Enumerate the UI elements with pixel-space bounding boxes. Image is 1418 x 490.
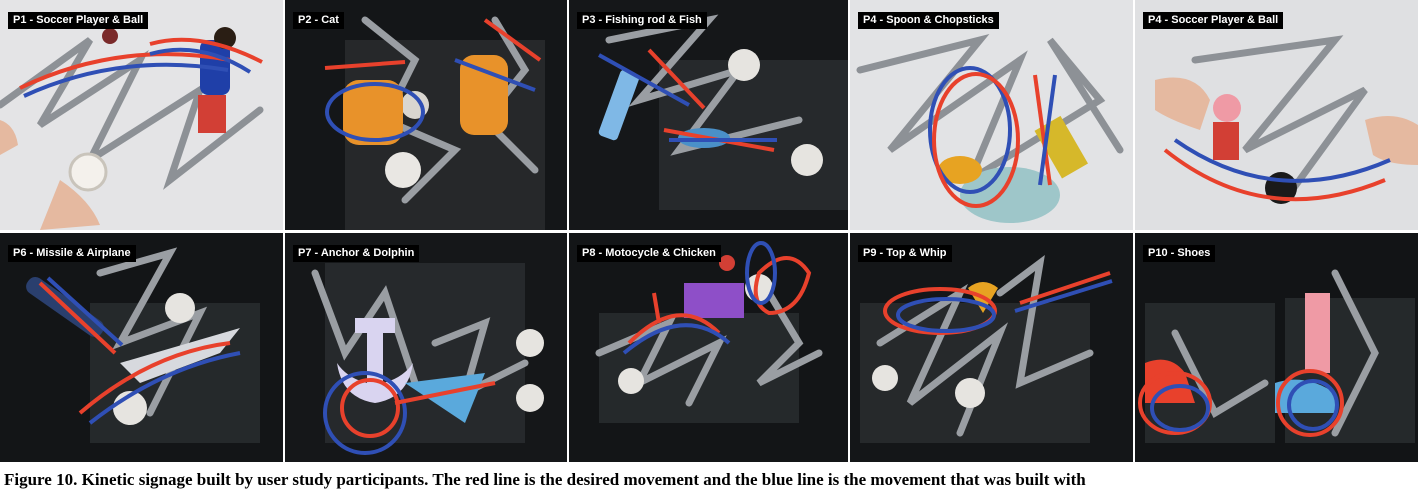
panel-p9-photo: [850, 233, 1133, 462]
panel-p3-photo: [569, 0, 848, 230]
panel-p2: P2 - Cat: [285, 0, 567, 230]
panel-p3: P3 - Fishing rod & Fish: [569, 0, 848, 230]
panel-label: P4 - Soccer Player & Ball: [1143, 12, 1284, 29]
panel-p4-soccer: P4 - Soccer Player & Ball: [1135, 0, 1418, 230]
figure-photo-grid: P1 - Soccer Player & Ball P2 - Cat: [0, 0, 1418, 462]
panel-p1-photo: [0, 0, 283, 230]
panel-label: P4 - Spoon & Chopsticks: [858, 12, 999, 29]
panel-label: P3 - Fishing rod & Fish: [577, 12, 707, 29]
panel-p6: P6 - Missile & Airplane: [0, 233, 283, 462]
panel-label: P8 - Motocycle & Chicken: [577, 245, 721, 262]
panel-p10-photo: [1135, 233, 1418, 462]
panel-p10: P10 - Shoes: [1135, 233, 1418, 462]
panel-p8: P8 - Motocycle & Chicken: [569, 233, 848, 462]
panel-label: P6 - Missile & Airplane: [8, 245, 136, 262]
figure-caption: Figure 10. Kinetic signage built by user…: [4, 470, 1086, 489]
panel-label: P10 - Shoes: [1143, 245, 1216, 262]
panel-p1: P1 - Soccer Player & Ball: [0, 0, 283, 230]
panel-p8-photo: [569, 233, 848, 462]
panel-label: P7 - Anchor & Dolphin: [293, 245, 420, 262]
panel-p7-photo: [285, 233, 567, 462]
panel-label: P2 - Cat: [293, 12, 344, 29]
panel-p4-spoon: P4 - Spoon & Chopsticks: [850, 0, 1133, 230]
panel-p7: P7 - Anchor & Dolphin: [285, 233, 567, 462]
panel-p2-photo: [285, 0, 567, 230]
panel-p6-photo: [0, 233, 283, 462]
panel-p4-spoon-photo: [850, 0, 1133, 230]
panel-label: P1 - Soccer Player & Ball: [8, 12, 149, 29]
panel-p9: P9 - Top & Whip: [850, 233, 1133, 462]
panel-label: P9 - Top & Whip: [858, 245, 952, 262]
panel-p4-soccer-photo: [1135, 0, 1418, 230]
